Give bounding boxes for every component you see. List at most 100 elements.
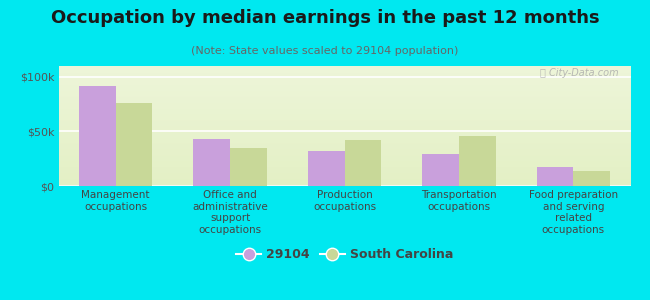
- Bar: [58, 143, 630, 144]
- Bar: [58, 125, 630, 126]
- Bar: [58, 155, 630, 156]
- Bar: [58, 173, 630, 174]
- Bar: [58, 168, 630, 169]
- Bar: [58, 159, 630, 160]
- Bar: [58, 160, 630, 161]
- Bar: [58, 171, 630, 172]
- Bar: [58, 136, 630, 137]
- Bar: [58, 148, 630, 149]
- Legend: 29104, South Carolina: 29104, South Carolina: [231, 243, 458, 266]
- Bar: [58, 129, 630, 130]
- Bar: [58, 72, 630, 73]
- Bar: [58, 112, 630, 113]
- Bar: [58, 179, 630, 180]
- Bar: [459, 136, 495, 186]
- Bar: [58, 107, 630, 108]
- Bar: [58, 141, 630, 142]
- Bar: [58, 158, 630, 159]
- Bar: [58, 106, 630, 107]
- Bar: [58, 97, 630, 98]
- Text: Occupation by median earnings in the past 12 months: Occupation by median earnings in the pas…: [51, 9, 599, 27]
- Bar: [58, 140, 630, 141]
- Bar: [58, 142, 630, 143]
- Bar: [58, 70, 630, 71]
- Bar: [58, 88, 630, 89]
- Bar: [537, 167, 573, 186]
- Bar: [58, 175, 630, 176]
- Bar: [58, 104, 630, 105]
- Bar: [58, 138, 630, 139]
- Text: ⓘ City-Data.com: ⓘ City-Data.com: [540, 68, 619, 78]
- Bar: [58, 116, 630, 117]
- Bar: [58, 133, 630, 134]
- Bar: [58, 166, 630, 167]
- Bar: [58, 83, 630, 84]
- Bar: [58, 162, 630, 163]
- Bar: [58, 90, 630, 91]
- Bar: [573, 171, 610, 186]
- Bar: [58, 154, 630, 155]
- Bar: [308, 151, 344, 186]
- Bar: [58, 77, 630, 78]
- Bar: [58, 108, 630, 109]
- Bar: [58, 151, 630, 152]
- Bar: [58, 176, 630, 177]
- Bar: [58, 131, 630, 132]
- Bar: [58, 101, 630, 102]
- Bar: [58, 181, 630, 182]
- Bar: [58, 109, 630, 110]
- Bar: [58, 122, 630, 123]
- Bar: [58, 132, 630, 133]
- Bar: [58, 149, 630, 150]
- Bar: [58, 183, 630, 184]
- Bar: [58, 153, 630, 154]
- Bar: [58, 130, 630, 131]
- Bar: [58, 180, 630, 181]
- Bar: [58, 69, 630, 70]
- Bar: [58, 115, 630, 116]
- Bar: [58, 146, 630, 147]
- Bar: [58, 184, 630, 185]
- Bar: [58, 94, 630, 95]
- Bar: [58, 74, 630, 75]
- Bar: [58, 185, 630, 186]
- Bar: [58, 105, 630, 106]
- Bar: [58, 170, 630, 171]
- Bar: [58, 135, 630, 136]
- Bar: [58, 111, 630, 112]
- Bar: [58, 161, 630, 162]
- Bar: [58, 114, 630, 115]
- Bar: [58, 164, 630, 165]
- Bar: [58, 169, 630, 170]
- Bar: [58, 177, 630, 178]
- Bar: [58, 113, 630, 114]
- Bar: [58, 117, 630, 118]
- Bar: [58, 139, 630, 140]
- Bar: [230, 148, 266, 186]
- Bar: [58, 110, 630, 111]
- Bar: [58, 127, 630, 128]
- Bar: [58, 79, 630, 80]
- Bar: [58, 178, 630, 179]
- Bar: [58, 123, 630, 124]
- Bar: [58, 182, 630, 183]
- Bar: [58, 76, 630, 77]
- Bar: [58, 93, 630, 94]
- Bar: [116, 103, 152, 186]
- Bar: [58, 81, 630, 82]
- Bar: [58, 144, 630, 145]
- Bar: [58, 102, 630, 103]
- Bar: [58, 147, 630, 148]
- Bar: [58, 95, 630, 96]
- Bar: [58, 121, 630, 122]
- Bar: [58, 92, 630, 93]
- Bar: [58, 167, 630, 168]
- Bar: [344, 140, 381, 186]
- Bar: [422, 154, 459, 186]
- Bar: [58, 80, 630, 81]
- Bar: [58, 103, 630, 104]
- Bar: [58, 86, 630, 87]
- Bar: [58, 75, 630, 76]
- Bar: [58, 172, 630, 173]
- Bar: [58, 126, 630, 127]
